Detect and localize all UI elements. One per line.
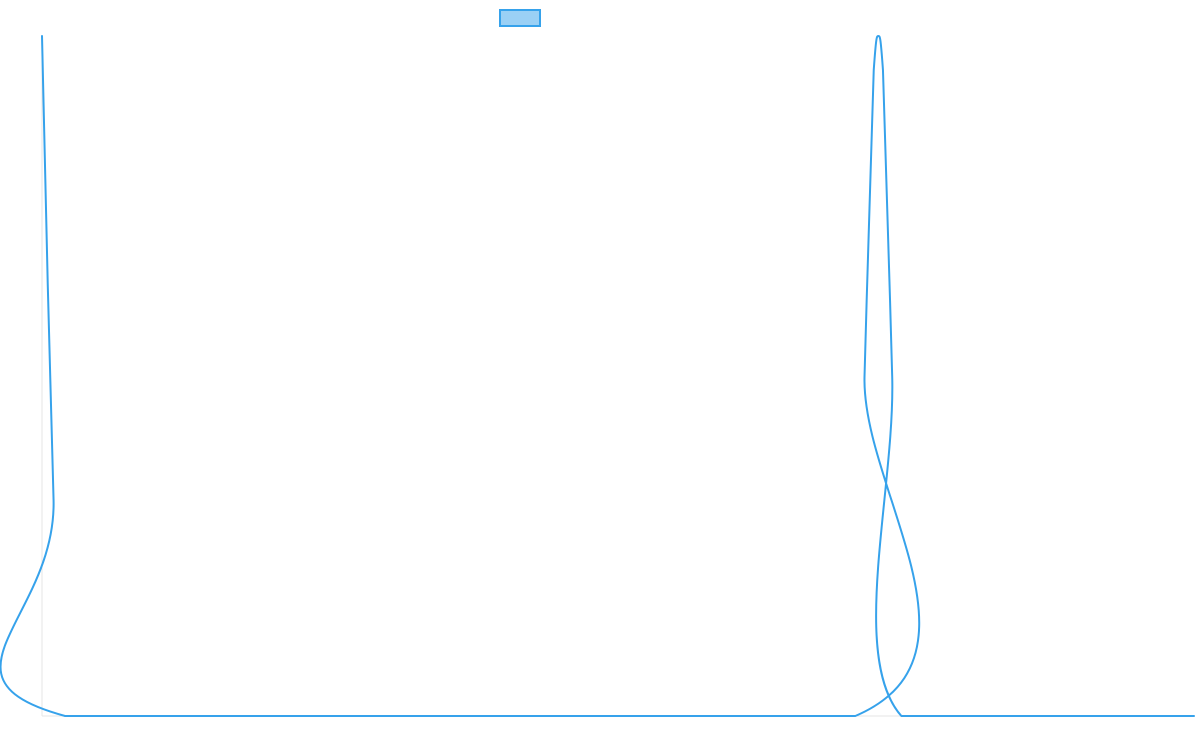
- data-point[interactable]: [1191, 713, 1197, 719]
- data-point[interactable]: [51, 495, 57, 501]
- data-point[interactable]: [852, 713, 858, 719]
- legend-swatch[interactable]: [499, 9, 541, 27]
- series-group: [0, 33, 1197, 719]
- data-point[interactable]: [871, 67, 877, 73]
- data-point[interactable]: [875, 33, 881, 39]
- data-point[interactable]: [62, 713, 68, 719]
- legend[interactable]: [499, 9, 541, 27]
- data-point[interactable]: [39, 33, 45, 39]
- axes: [41, 36, 1194, 717]
- series-line: [0, 35, 1195, 718]
- data-point[interactable]: [898, 713, 904, 719]
- data-point[interactable]: [862, 373, 868, 379]
- data-point[interactable]: [880, 67, 886, 73]
- data-point[interactable]: [889, 373, 895, 379]
